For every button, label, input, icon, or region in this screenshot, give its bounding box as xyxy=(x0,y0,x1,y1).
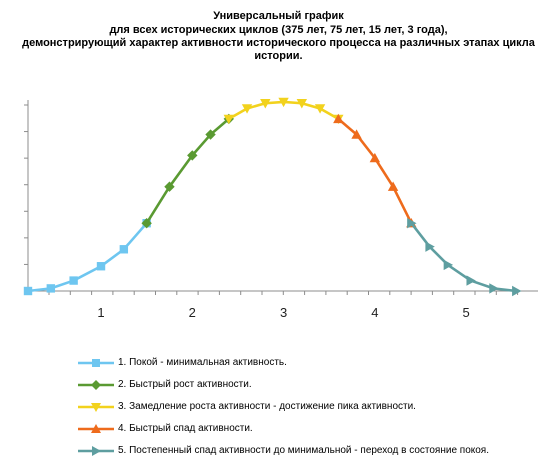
legend-label: 4. Быстрый спад активности. xyxy=(118,423,253,434)
data-point xyxy=(296,99,308,109)
chart-title-line-3: демонстрирующий характер активности исто… xyxy=(22,37,535,62)
data-point xyxy=(92,446,101,456)
data-point xyxy=(407,218,417,229)
data-point xyxy=(119,245,129,254)
data-point xyxy=(333,113,344,124)
data-point xyxy=(260,99,271,109)
series-line-1 xyxy=(27,222,148,293)
x-tick-label: 3 xyxy=(280,305,287,320)
series-line-4 xyxy=(337,117,413,224)
legend-swatch xyxy=(78,359,114,367)
x-tick-label: 5 xyxy=(462,305,469,320)
data-point xyxy=(91,424,101,433)
legend-label: 1. Покой - минимальная активность. xyxy=(118,357,287,368)
data-point xyxy=(278,97,289,108)
chart-title-line-2: для всех исторических циклов (375 лет, 7… xyxy=(109,24,448,36)
x-tick-label: 4 xyxy=(371,305,378,320)
data-point xyxy=(164,181,175,192)
data-point xyxy=(223,114,234,125)
legend-swatch xyxy=(78,380,114,390)
series-line-2 xyxy=(145,117,230,224)
legend-swatch xyxy=(78,446,114,456)
data-point xyxy=(205,129,216,140)
data-point xyxy=(187,150,198,161)
series-line-5 xyxy=(410,222,517,293)
x-tick-label: 2 xyxy=(189,305,196,320)
legend-label: 2. Быстрый рост активности. xyxy=(118,379,252,390)
legend-label: 5. Постепенный спад активности до минима… xyxy=(118,445,489,456)
data-point xyxy=(351,129,362,139)
data-point xyxy=(241,104,253,114)
data-point xyxy=(369,152,381,163)
data-point xyxy=(141,218,152,229)
data-point xyxy=(425,241,435,252)
legend-label: 3. Замедление роста активности - достиже… xyxy=(118,401,416,412)
data-point xyxy=(443,259,454,271)
data-point xyxy=(69,276,78,285)
data-point xyxy=(92,359,100,367)
data-point xyxy=(512,285,522,297)
x-tick-label: 1 xyxy=(97,305,104,320)
data-point xyxy=(91,380,101,390)
data-point xyxy=(314,104,326,114)
legend-swatch xyxy=(78,424,114,433)
legend-swatch xyxy=(78,403,114,412)
data-point xyxy=(91,403,101,412)
data-point xyxy=(387,181,399,191)
data-point xyxy=(489,283,499,294)
data-point xyxy=(46,284,56,293)
data-point xyxy=(23,286,33,296)
data-point xyxy=(466,275,476,286)
chart-title-line-1: Универсальный график xyxy=(213,10,344,22)
data-point xyxy=(96,262,106,271)
chart-plot: 1 2 3 4 5 xyxy=(23,97,538,320)
